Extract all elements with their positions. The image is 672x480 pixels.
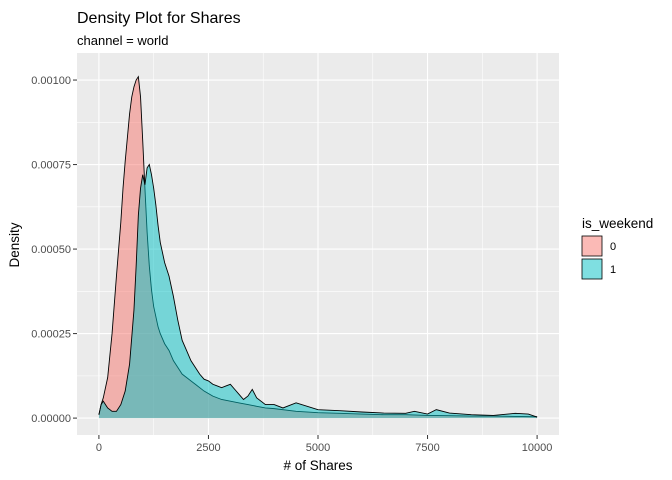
series-layer: [98, 75, 538, 419]
x-tick-label: 7500: [415, 442, 439, 454]
y-axis-title: Density: [7, 222, 22, 267]
x-tick-label: 0: [96, 442, 102, 454]
y-tick-label: 0.00075: [31, 160, 71, 172]
y-tick-label: 0.00000: [31, 413, 71, 425]
y-tick-label: 0.00050: [31, 244, 71, 256]
x-axis-title: # of Shares: [283, 458, 352, 473]
legend: is_weekend 0 1: [581, 216, 653, 280]
legend-key-0: [581, 235, 603, 257]
legend-title: is_weekend: [582, 216, 653, 231]
legend-label-0: 0: [610, 241, 616, 253]
legend-label-1: 1: [610, 264, 616, 276]
y-tick-label: 0.00025: [31, 329, 71, 341]
density-outline-1: [98, 163, 538, 418]
x-tick-label: 10000: [522, 442, 553, 454]
x-tick-label: 2500: [196, 442, 220, 454]
chart-title: Density Plot for Shares: [77, 10, 241, 27]
legend-key-1: [581, 258, 603, 280]
x-axis: 0 2500 5000 7500 10000: [96, 435, 553, 454]
chart-subtitle: channel = world: [77, 33, 168, 48]
density-area-1: [98, 164, 538, 419]
y-axis: 0.00000 0.00025 0.00050 0.00075 0.00100: [31, 75, 77, 425]
y-tick-label: 0.00100: [31, 75, 71, 87]
x-tick-label: 5000: [306, 442, 330, 454]
